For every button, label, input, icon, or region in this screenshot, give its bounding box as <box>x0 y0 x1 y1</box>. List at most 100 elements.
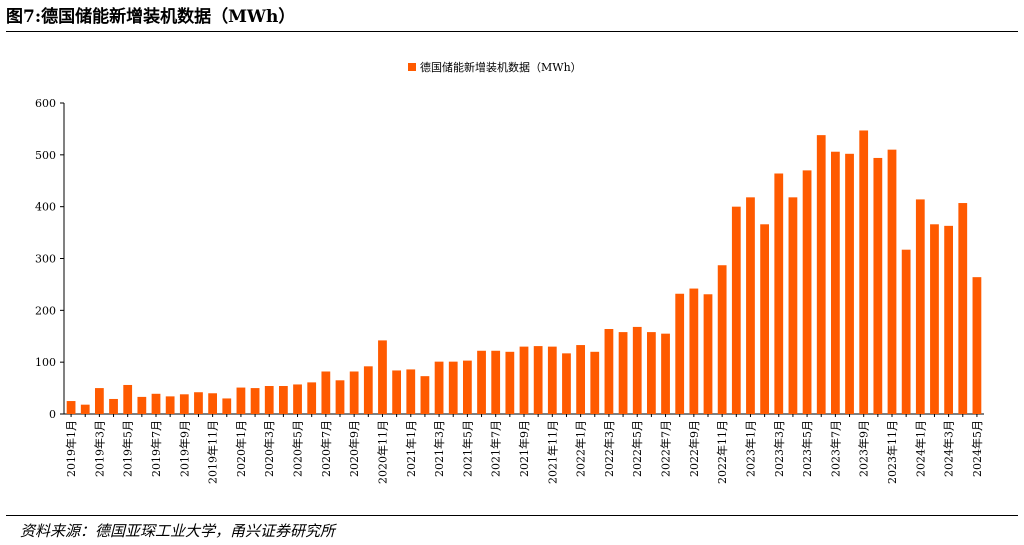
bar <box>208 393 218 414</box>
bar <box>109 398 118 414</box>
bar <box>477 350 486 414</box>
x-tick-label: 2021年1月 <box>404 420 418 477</box>
y-tick-label: 400 <box>35 201 56 214</box>
x-tick-label: 2024年1月 <box>913 420 927 477</box>
bar <box>505 351 515 414</box>
bar <box>321 371 331 414</box>
bar <box>830 151 840 414</box>
bar <box>179 394 189 414</box>
bar <box>278 386 288 414</box>
bar <box>958 203 968 414</box>
bar <box>448 361 458 414</box>
bar <box>222 398 232 414</box>
bar <box>519 346 529 414</box>
bar <box>137 396 147 414</box>
x-tick-label: 2019年1月 <box>64 420 78 477</box>
bar <box>788 197 798 414</box>
bar <box>887 149 897 414</box>
bar <box>731 206 741 414</box>
x-tick-label: 2020年9月 <box>347 420 361 477</box>
x-tick-label: 2024年3月 <box>942 420 956 477</box>
x-tick-label: 2019年3月 <box>92 420 106 477</box>
bar <box>491 350 501 414</box>
bar <box>562 353 571 414</box>
x-tick-label: 2023年1月 <box>743 420 757 477</box>
bar <box>604 328 614 414</box>
bar <box>307 382 317 414</box>
bar <box>80 404 90 414</box>
x-tick-label: 2020年5月 <box>291 420 305 477</box>
y-tick-label: 0 <box>49 408 56 421</box>
y-tick-label: 100 <box>35 356 56 369</box>
bar <box>576 345 586 414</box>
x-tick-label: 2023年3月 <box>772 420 786 477</box>
x-tick-label: 2020年1月 <box>234 420 248 477</box>
y-tick-label: 200 <box>35 304 56 317</box>
bottom-divider <box>6 515 1018 516</box>
x-tick-label: 2022年1月 <box>574 420 588 477</box>
bar <box>392 370 402 414</box>
y-tick-label: 500 <box>35 149 56 162</box>
bar <box>66 401 76 414</box>
bar <box>420 376 430 414</box>
bar <box>859 130 869 414</box>
x-tick-label: 2023年11月 <box>885 420 899 484</box>
bar <box>703 294 713 414</box>
x-tick-label: 2020年7月 <box>319 420 333 477</box>
bar <box>618 332 628 414</box>
bar <box>661 333 670 414</box>
bar <box>94 388 104 414</box>
bar <box>972 277 982 414</box>
bar <box>547 346 557 414</box>
x-tick-label: 2020年11月 <box>375 420 389 484</box>
bar <box>930 224 939 414</box>
x-tick-label: 2023年5月 <box>800 420 814 477</box>
bar <box>675 293 685 414</box>
x-tick-label: 2021年5月 <box>460 420 474 477</box>
bar <box>816 135 826 415</box>
bar <box>717 265 727 414</box>
y-tick-label: 600 <box>35 97 56 110</box>
x-tick-label: 2019年5月 <box>121 420 135 477</box>
x-tick-label: 2022年9月 <box>687 420 701 477</box>
x-tick-label: 2022年7月 <box>659 420 673 477</box>
x-tick-label: 2021年7月 <box>489 420 503 477</box>
bar <box>944 225 954 414</box>
x-tick-label: 2019年11月 <box>206 420 220 484</box>
bar <box>533 346 543 414</box>
bar <box>378 340 387 414</box>
bar <box>873 157 883 414</box>
x-tick-label: 2022年5月 <box>630 420 644 477</box>
x-tick-label: 2019年7月 <box>149 420 163 477</box>
bar <box>236 387 246 414</box>
bar <box>462 360 472 414</box>
bar <box>774 173 784 414</box>
bar <box>845 153 854 414</box>
bar <box>632 326 642 414</box>
x-tick-label: 2021年11月 <box>545 420 559 484</box>
bar <box>901 249 911 414</box>
bar <box>194 392 203 414</box>
bar <box>264 386 274 414</box>
bar <box>123 384 133 414</box>
x-tick-label: 2023年9月 <box>857 420 871 477</box>
x-tick-label: 2022年11月 <box>715 420 729 484</box>
bar <box>646 332 656 414</box>
y-tick-label: 300 <box>35 253 56 266</box>
x-tick-label: 2021年3月 <box>432 420 446 477</box>
x-tick-label: 2021年9月 <box>517 420 531 477</box>
figure-title: 图7:德国储能新增装机数据（MWh） <box>6 7 296 27</box>
legend-swatch <box>408 63 416 71</box>
bar <box>689 288 699 414</box>
legend-label: 德国储能新增装机数据（MWh） <box>420 60 582 74</box>
x-tick-label: 2023年7月 <box>828 420 842 477</box>
bar <box>746 197 755 414</box>
top-divider <box>6 31 1018 32</box>
bar <box>434 361 444 414</box>
bar <box>802 170 812 414</box>
bar <box>915 199 925 414</box>
bar <box>250 388 260 414</box>
source-note: 资料来源：德国亚琛工业大学，甬兴证券研究所 <box>20 522 336 540</box>
bar <box>590 351 600 414</box>
